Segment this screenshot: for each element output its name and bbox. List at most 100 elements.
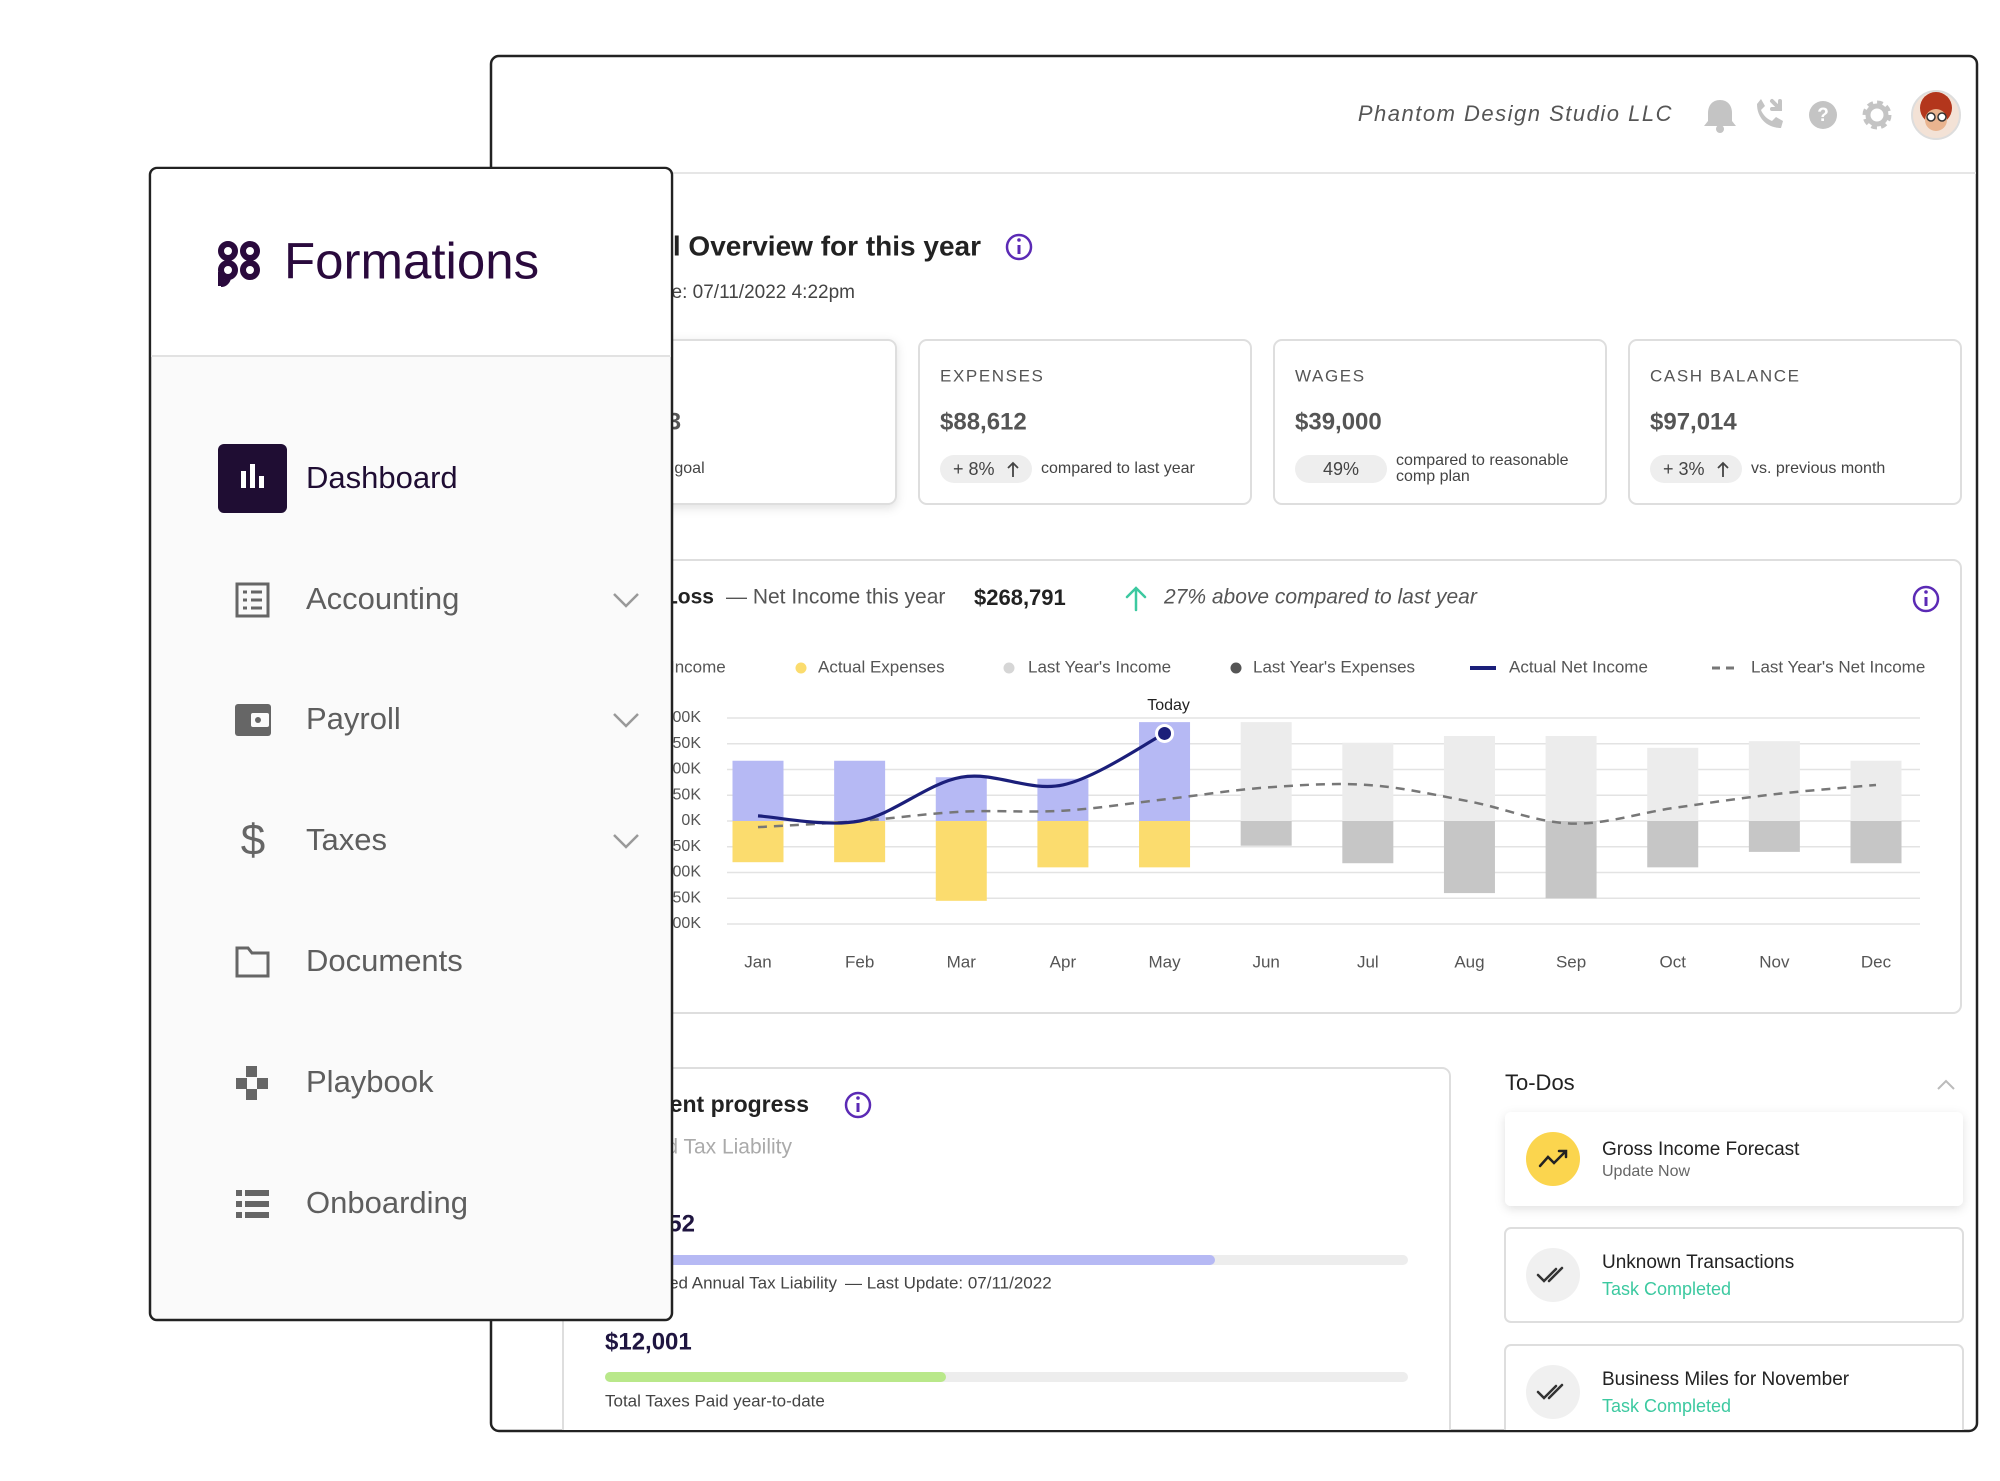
y-tick-label: -50K xyxy=(667,838,701,855)
card-note: comp plan xyxy=(1396,468,1470,485)
todo-icon xyxy=(1526,1248,1580,1302)
legend-label[interactable]: Last Year's Income xyxy=(1028,657,1171,676)
bar xyxy=(1037,821,1089,868)
summary-card[interactable]: WAGES $39,000 49% compared to reasonablecom… xyxy=(1273,339,1607,505)
help-icon[interactable]: ? xyxy=(1809,101,1837,129)
delta-value: + 3% xyxy=(1663,459,1705,479)
svg-text:$: $ xyxy=(241,816,265,865)
bar xyxy=(1342,821,1394,864)
check-icon xyxy=(1536,1383,1564,1400)
nav-item[interactable]: Payroll xyxy=(235,701,639,736)
todo-item[interactable]: Gross Income Forecast Update Now xyxy=(1505,1112,1963,1206)
brand-name[interactable]: Formations xyxy=(284,232,539,289)
sidebar-header xyxy=(151,169,671,356)
summary-card[interactable]: CASH BALANCE $97,014 + 3% vs. previous mont… xyxy=(1628,339,1962,505)
company-name[interactable]: Phantom Design Studio LLC xyxy=(1358,101,1673,126)
brand-logo[interactable] xyxy=(218,241,260,287)
bar xyxy=(1443,821,1495,894)
x-tick-label: Feb xyxy=(845,952,874,971)
today-label: Today xyxy=(1147,697,1190,714)
chevron xyxy=(613,713,639,728)
todo-item[interactable]: Unknown Transactions Task Completed xyxy=(1504,1227,1964,1323)
settings-icon[interactable] xyxy=(1862,100,1892,130)
delta-value: + 8% xyxy=(953,459,995,479)
nav-item[interactable]: Dashboard xyxy=(218,444,458,513)
todo-card xyxy=(1505,1112,1963,1206)
card-value: $39,000 xyxy=(1295,408,1382,435)
legend-marker xyxy=(795,662,807,674)
card-value: $88,612 xyxy=(940,408,1027,435)
bar xyxy=(1240,821,1292,846)
x-tick-label: May xyxy=(1148,952,1181,971)
line xyxy=(757,732,1166,825)
todo-title: Gross Income Forecast xyxy=(1602,1139,1800,1160)
sidebar: Formations Dashboard Accounting Payroll $ Ta… xyxy=(148,166,674,1322)
avatar[interactable] xyxy=(1911,90,1961,140)
paid-value: $12,001 xyxy=(605,1328,692,1355)
info-icon[interactable] xyxy=(844,1091,872,1119)
bar xyxy=(1647,747,1699,821)
bar xyxy=(1748,741,1800,821)
bar xyxy=(1342,742,1394,821)
legend-label[interactable]: Last Year's Expenses xyxy=(1253,657,1415,676)
trend-arrow xyxy=(1717,461,1729,477)
nav-icon: $ xyxy=(241,816,265,865)
nav-icon xyxy=(235,704,271,736)
line xyxy=(757,782,1877,829)
bar xyxy=(1850,821,1902,864)
delta-pill xyxy=(1295,455,1387,483)
legend-label[interactable]: Last Year's Net Income xyxy=(1751,657,1925,676)
bar xyxy=(1545,821,1597,899)
x-tick-label: Aug xyxy=(1454,952,1484,971)
card-value: $97,014 xyxy=(1650,408,1737,435)
bar xyxy=(1545,736,1597,821)
todos-title: To-Dos xyxy=(1505,1070,1575,1095)
y-tick-label: 50K xyxy=(673,786,702,803)
todo-card xyxy=(1504,1227,1964,1323)
card-label: CASH BALANCE xyxy=(1650,366,1801,385)
bar xyxy=(1647,821,1699,868)
liability-updated: — Last Update: 07/11/2022 xyxy=(845,1273,1052,1292)
todo-item[interactable]: Business Miles for November Task Complete… xyxy=(1504,1344,1964,1439)
legend-label[interactable]: Actual Net Income xyxy=(1509,657,1648,676)
legend-marker xyxy=(1003,662,1015,674)
card-label: EXPENSES xyxy=(940,366,1044,385)
todo-status: Task Completed xyxy=(1602,1396,1731,1416)
nav-icon xyxy=(236,1190,269,1218)
up-arrow xyxy=(1125,586,1147,612)
info-icon[interactable] xyxy=(1912,585,1940,613)
collapse-icon[interactable] xyxy=(1937,1079,1955,1090)
chevron xyxy=(613,834,639,849)
x-tick-label: Jan xyxy=(744,952,771,971)
delta-pill xyxy=(1650,455,1742,483)
x-tick-label: Sep xyxy=(1556,952,1586,971)
trend-arrow xyxy=(1007,461,1019,477)
bell-icon[interactable] xyxy=(1704,100,1736,133)
nav-item[interactable]: Onboarding xyxy=(236,1185,468,1220)
todo-title: Unknown Transactions xyxy=(1602,1252,1794,1273)
chart-subtitle: — Net Income this year xyxy=(726,586,945,609)
info-icon[interactable] xyxy=(1005,233,1033,261)
nav-item[interactable]: $ Taxes xyxy=(241,816,639,865)
paid-caption: Total Taxes Paid year-to-date xyxy=(605,1391,825,1410)
card-label: WAGES xyxy=(1295,366,1366,385)
summary-card[interactable]: EXPENSES $88,612 + 8% compared to last year xyxy=(918,339,1252,505)
nav-icon xyxy=(236,1066,268,1100)
today-marker xyxy=(1155,723,1175,743)
nav-item[interactable]: Documents xyxy=(235,943,463,978)
bar xyxy=(834,760,886,821)
bar xyxy=(1850,760,1902,821)
nav-label: Documents xyxy=(306,943,463,978)
nav-label: Accounting xyxy=(306,581,459,616)
x-tick-label: Jul xyxy=(1357,952,1379,971)
phone-icon[interactable] xyxy=(1757,99,1783,128)
todo-title: Business Miles for November xyxy=(1602,1369,1850,1390)
nav-icon xyxy=(235,582,270,618)
progress-fill xyxy=(560,1255,1215,1265)
nav-item[interactable]: Playbook xyxy=(236,1064,434,1100)
nav-item[interactable]: Accounting xyxy=(235,581,639,618)
legend-label[interactable]: Actual Expenses xyxy=(818,657,945,676)
x-tick-label: Oct xyxy=(1660,952,1687,971)
